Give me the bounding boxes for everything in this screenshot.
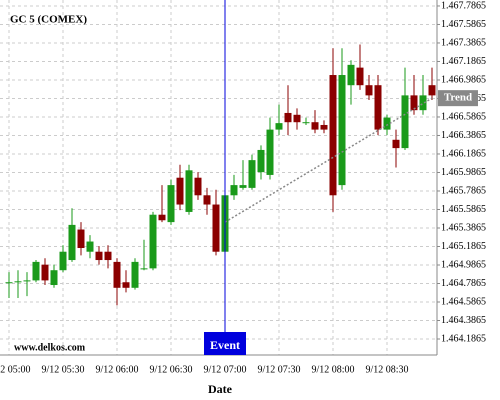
watermark: www.delkos.com xyxy=(14,342,86,353)
y-tick-label: 1.467.3865 xyxy=(441,37,486,48)
trend-label: Trend xyxy=(444,92,472,104)
y-tick-label: 1.466.1865 xyxy=(441,148,486,159)
y-tick-label: 1.464.3865 xyxy=(441,315,486,326)
candle-body xyxy=(212,204,220,252)
candle-body xyxy=(401,95,409,149)
candle-body xyxy=(356,67,364,86)
x-tick-label: 9/12 05:30 xyxy=(41,364,84,375)
candle-body xyxy=(32,261,40,281)
candle-body xyxy=(41,264,49,281)
x-tick-label: 9/12 08:00 xyxy=(311,364,354,375)
candle-body xyxy=(428,85,436,96)
x-tick-label: 9/12 07:30 xyxy=(257,364,300,375)
candle-body xyxy=(284,112,292,123)
candle-body xyxy=(248,160,256,188)
candle-body xyxy=(194,177,202,196)
plot-area xyxy=(0,0,437,355)
candle-body xyxy=(14,281,22,283)
candle-body xyxy=(158,214,166,221)
candle-body xyxy=(329,75,337,196)
y-tick-label: 1.465.7865 xyxy=(441,185,486,196)
y-tick-label: 1.464.1865 xyxy=(441,333,486,344)
candle-body xyxy=(383,117,391,130)
candle-body xyxy=(338,75,346,186)
y-tick-label: 1.465.3865 xyxy=(441,222,486,233)
candle-body xyxy=(419,95,427,111)
candle-body xyxy=(50,270,58,286)
y-tick-label: 1.467.7865 xyxy=(441,0,486,11)
chart-title: GC 5 (COMEX) xyxy=(10,14,87,26)
y-tick-label: 1.467.5865 xyxy=(441,19,486,30)
candle-body xyxy=(230,185,238,196)
candle-body xyxy=(185,170,193,212)
candle-body xyxy=(104,251,112,261)
candle-body xyxy=(302,122,310,124)
candle-body xyxy=(23,280,31,282)
trend-label-box xyxy=(438,90,478,107)
y-tick-label: 1.466.9865 xyxy=(441,74,486,85)
candle-body xyxy=(140,268,148,270)
candle-body xyxy=(86,241,94,252)
candle-body xyxy=(95,251,103,261)
candle-body xyxy=(410,95,418,111)
candle-body xyxy=(5,282,13,284)
x-axis-label: Date xyxy=(208,382,233,396)
candle-body xyxy=(347,64,355,86)
candle-body xyxy=(320,124,328,130)
x-tick-label: 9/12 06:30 xyxy=(149,364,192,375)
x-tick-label: 9/12 07:00 xyxy=(203,364,246,375)
x-tick-label: 9/12 06:00 xyxy=(95,364,138,375)
candle-body xyxy=(77,229,85,249)
event-box xyxy=(204,332,246,355)
y-tick-label: 1.467.1865 xyxy=(441,56,486,67)
candle-body xyxy=(293,114,301,123)
candle-body xyxy=(167,185,175,223)
y-tick-label: 1.466.5865 xyxy=(441,111,486,122)
candle-body xyxy=(131,261,139,288)
y-tick-label: 1.464.9865 xyxy=(441,259,486,270)
y-tick-label: 1.465.5865 xyxy=(441,204,486,215)
trend-line xyxy=(224,97,433,223)
y-tick-label: 1.465.1865 xyxy=(441,241,486,252)
candle-body xyxy=(176,177,184,205)
candle-body xyxy=(113,261,121,288)
event-label: Event xyxy=(210,338,240,352)
y-tick-label: 1.464.5865 xyxy=(441,296,486,307)
candle-body xyxy=(239,185,247,188)
y-tick-label: 1.464.7865 xyxy=(441,278,486,289)
candle-body xyxy=(257,149,265,173)
candle-body xyxy=(365,85,373,96)
y-tick-label: 1.465.9865 xyxy=(441,167,486,178)
candle-body xyxy=(149,214,157,269)
x-tick-label: 9/12 05:00 xyxy=(0,364,31,375)
candle-body xyxy=(311,122,319,130)
candle-body xyxy=(122,282,130,288)
candle-body xyxy=(275,123,283,130)
candle-body xyxy=(266,129,274,175)
candle-body xyxy=(59,251,67,271)
candle-body xyxy=(374,85,382,130)
candle-body xyxy=(203,195,211,205)
candle-body xyxy=(68,224,76,261)
x-tick-label: 9/12 08:30 xyxy=(365,364,408,375)
y-tick-label: 1.466.3865 xyxy=(441,130,486,141)
candle-body xyxy=(392,139,400,149)
